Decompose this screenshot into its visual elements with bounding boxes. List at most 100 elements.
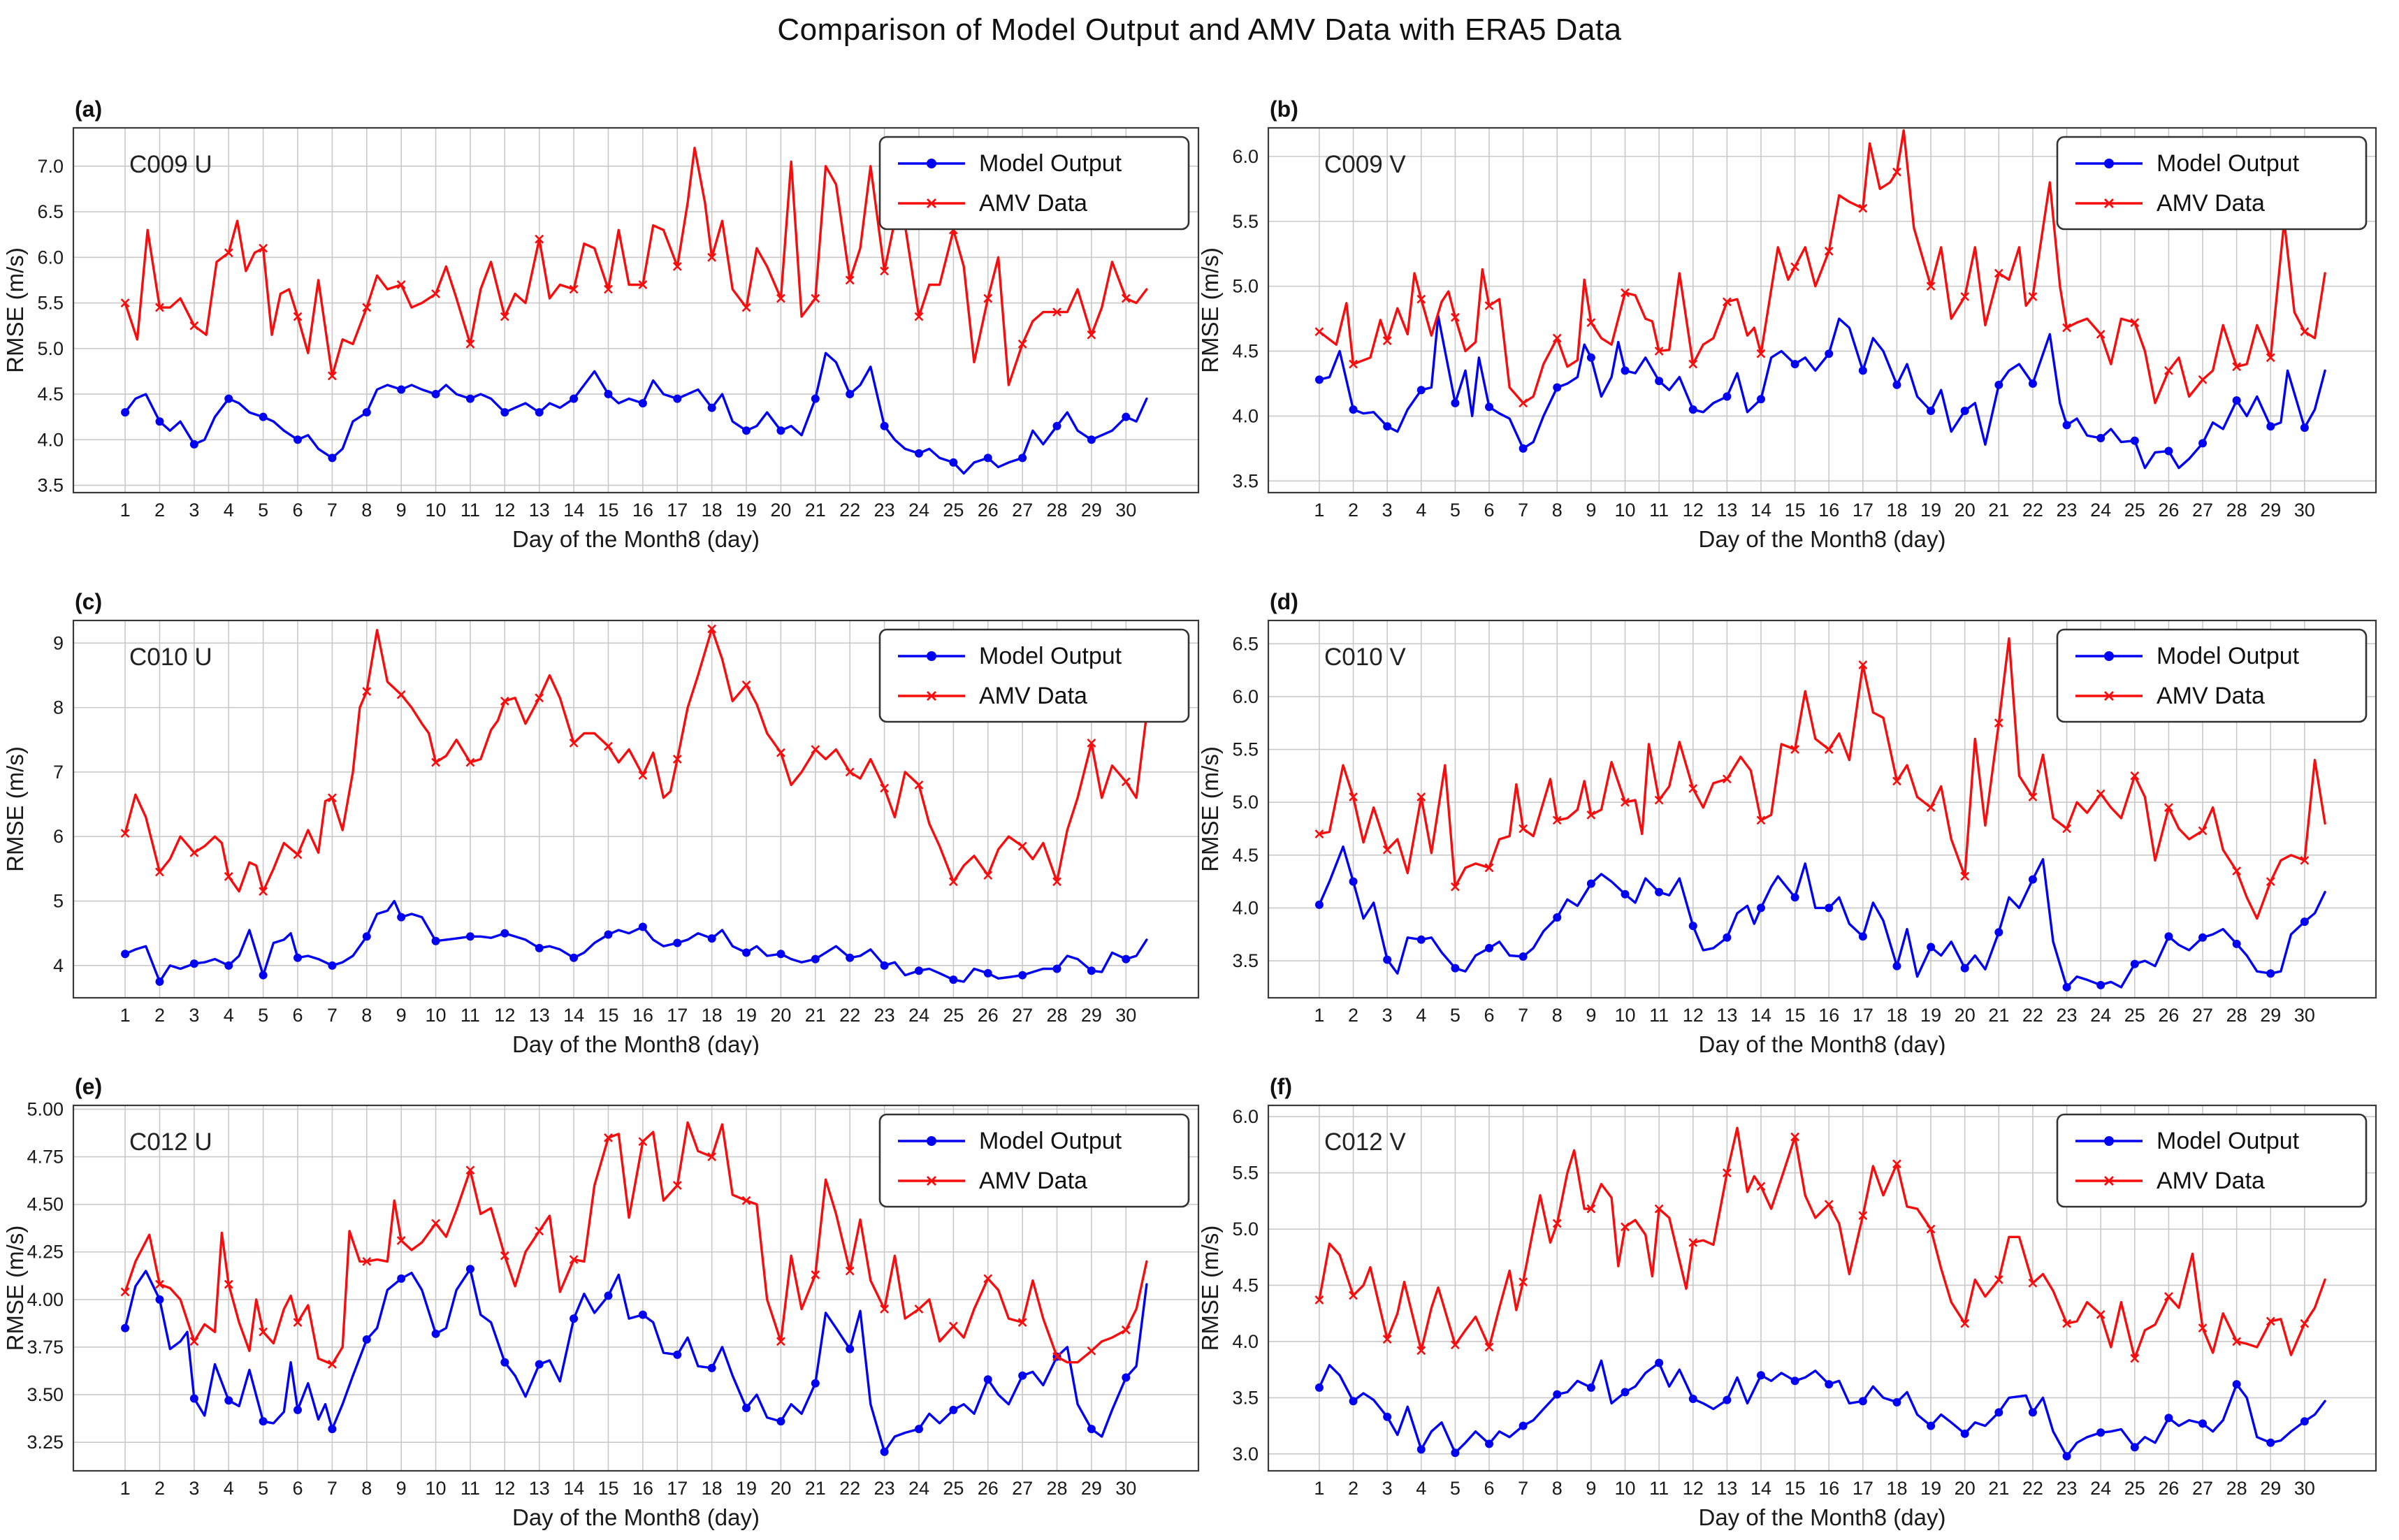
x-tick-label: 7	[1518, 1478, 1528, 1499]
amv-point-marker	[1087, 330, 1096, 340]
amv-point-marker	[535, 693, 544, 703]
y-tick-label: 3.5	[1232, 1387, 1259, 1408]
panel-title: C012 V	[1324, 1128, 1406, 1156]
x-tick-label: 4	[1416, 500, 1426, 521]
x-tick-label: 20	[770, 1005, 791, 1026]
model-output-line	[124, 1267, 1148, 1453]
model-point-marker	[1790, 1376, 1799, 1386]
amv-point-marker	[2028, 292, 2038, 301]
x-tick-label: 13	[1716, 1005, 1737, 1026]
model-point-marker	[1451, 398, 1460, 407]
axes-border	[72, 619, 1200, 999]
amv-point-marker	[741, 303, 751, 312]
x-tick-label: 16	[1818, 1005, 1839, 1026]
amv-point-marker	[362, 687, 372, 696]
model-point-marker	[1052, 421, 1061, 430]
x-tick-label: 30	[2294, 1005, 2315, 1026]
x-tick-label: 20	[1955, 500, 1976, 521]
x-tick-label: 10	[1614, 500, 1635, 521]
model-point-marker	[707, 1363, 716, 1372]
amv-point-marker	[604, 284, 613, 294]
x-tick-label: 5	[1450, 1005, 1461, 1026]
amv-point-marker	[1926, 282, 1936, 291]
x-tick-label: 10	[1614, 1478, 1635, 1499]
model-point-marker	[1723, 392, 1732, 401]
model-point-marker	[465, 1265, 474, 1274]
y-tick-label: 4.0	[37, 429, 64, 450]
x-tick-label: 4	[1416, 1478, 1426, 1499]
model-point-marker	[500, 408, 509, 417]
x-tick-label: 25	[2124, 1478, 2145, 1499]
model-point-marker	[259, 1417, 268, 1426]
amv-point-marker	[1586, 810, 1596, 820]
model-point-marker	[1018, 1371, 1027, 1380]
amv-point-marker	[1892, 776, 1901, 786]
amv-point-marker	[224, 1279, 233, 1289]
model-point-marker	[1858, 366, 1867, 375]
model-point-marker	[293, 1405, 303, 1414]
amv-point-marker	[1382, 845, 1392, 855]
x-tick-label: 26	[2158, 1005, 2179, 1026]
y-tick-label: 6.0	[37, 247, 64, 268]
x-tick-label: 28	[2226, 1005, 2247, 1026]
model-point-marker	[2130, 436, 2139, 445]
x-axis-label: Day of the Month8 (day)	[512, 1031, 760, 1055]
x-tick-label: 17	[1853, 1005, 1873, 1026]
model-point-marker	[1314, 1383, 1324, 1392]
amv-point-marker	[811, 745, 820, 755]
x-tick-label: 6	[1484, 500, 1495, 521]
model-point-marker	[2062, 421, 2071, 430]
model-point-marker	[2028, 1408, 2037, 1417]
model-point-marker	[1122, 1373, 1131, 1382]
x-tick-label: 2	[1348, 500, 1358, 521]
x-tick-label: 21	[1988, 1478, 2009, 1499]
model-point-marker	[1994, 1408, 2003, 1417]
amv-point-marker	[1552, 815, 1562, 825]
amv-point-marker	[1450, 1340, 1460, 1350]
model-point-marker	[1790, 893, 1799, 902]
model-output-line	[1318, 314, 2326, 470]
amv-point-marker	[569, 284, 579, 294]
x-tick-label: 3	[1382, 1005, 1393, 1026]
panel-letter: (a)	[75, 96, 102, 122]
amv-point-marker	[224, 872, 233, 881]
x-tick-label: 28	[1046, 500, 1067, 521]
model-point-marker	[1485, 402, 1494, 412]
model-point-marker	[535, 408, 544, 417]
y-tick-label: 8	[53, 697, 64, 718]
amv-point-marker	[2198, 1323, 2208, 1333]
x-tick-label: 16	[632, 500, 653, 521]
amv-point-marker	[845, 275, 855, 285]
legend-amv-label: AMV Data	[979, 190, 1087, 217]
y-tick-label: 3.5	[37, 475, 64, 496]
model-point-marker	[224, 394, 233, 403]
x-tick-label: 10	[426, 500, 447, 521]
amv-point-marker	[1519, 398, 1528, 408]
amv-point-marker	[1450, 312, 1460, 322]
model-point-marker	[846, 1344, 855, 1353]
x-tick-label: 9	[396, 500, 407, 521]
amv-point-marker	[2300, 1319, 2310, 1328]
x-tick-label: 13	[529, 1478, 550, 1499]
model-point-marker	[2198, 1419, 2208, 1428]
amv-point-marker	[776, 748, 785, 757]
amv-point-marker	[741, 680, 751, 690]
x-tick-label: 13	[1716, 1478, 1737, 1499]
x-tick-label: 7	[1518, 1005, 1528, 1026]
x-tick-label: 26	[2158, 500, 2179, 521]
x-tick-label: 23	[874, 500, 895, 521]
legend-box	[2056, 1113, 2368, 1208]
x-tick-label: 22	[839, 1005, 860, 1026]
x-tick-label: 6	[292, 1005, 303, 1026]
x-tick-label: 29	[1081, 500, 1102, 521]
amv-point-marker	[1756, 1182, 1766, 1191]
amv-point-marker	[1654, 795, 1664, 805]
x-tick-label: 4	[224, 500, 234, 521]
model-point-marker	[189, 959, 198, 968]
x-tick-label: 15	[1785, 500, 1806, 521]
panel-letter: (e)	[75, 1074, 102, 1099]
amv-point-marker	[2164, 1292, 2173, 1301]
legend-model-label: Model Output	[2157, 643, 2300, 669]
legend-model-label: Model Output	[979, 1128, 1122, 1154]
